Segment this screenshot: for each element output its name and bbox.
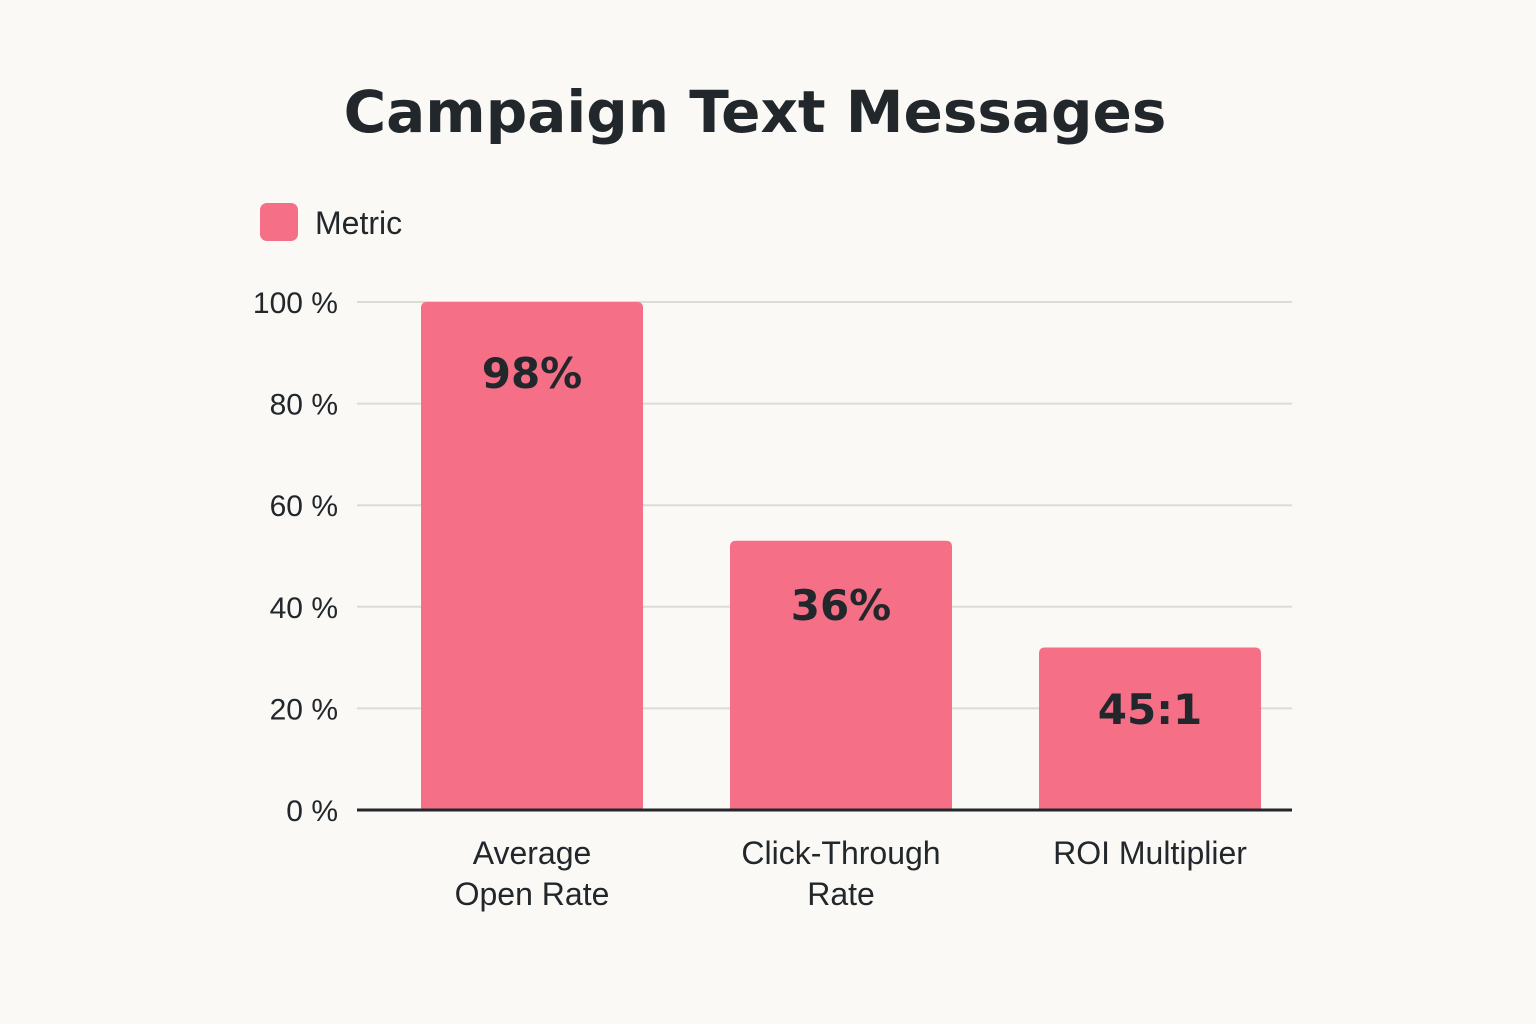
x-category-label: Open Rate — [455, 876, 610, 912]
legend-swatch — [260, 203, 298, 241]
y-tick-label: 20 % — [270, 693, 338, 726]
x-category-label: ROI Multiplier — [1053, 835, 1247, 871]
y-tick-label: 100 % — [253, 287, 338, 320]
x-axis-categories: Average Open Rate Click-Through Rate ROI Mul… — [455, 835, 1248, 912]
x-category-label: Click-Through — [741, 835, 940, 871]
legend-label: Metric — [315, 205, 402, 241]
x-category-label: Rate — [807, 876, 875, 912]
chart-title: Campaign Text Messages — [344, 78, 1167, 146]
legend: Metric — [260, 203, 402, 241]
bar-value-label: 36% — [791, 581, 892, 630]
y-tick-label: 80 % — [270, 389, 338, 422]
bar — [421, 302, 643, 810]
y-tick-label: 60 % — [270, 490, 338, 523]
bar — [730, 540, 952, 810]
bar-value-labels: 98% 36% 45:1 — [482, 349, 1203, 734]
y-tick-label: 40 % — [270, 592, 338, 625]
bar — [1039, 647, 1261, 810]
x-category-label: Average — [473, 835, 592, 871]
bars — [421, 302, 1261, 810]
y-axis-ticks: 0 % 20 % 40 % 60 % 80 % 100 % — [253, 287, 338, 828]
bar-value-label: 45:1 — [1098, 685, 1202, 734]
bar-value-label: 98% — [482, 349, 583, 398]
y-tick-label: 0 % — [286, 795, 338, 828]
